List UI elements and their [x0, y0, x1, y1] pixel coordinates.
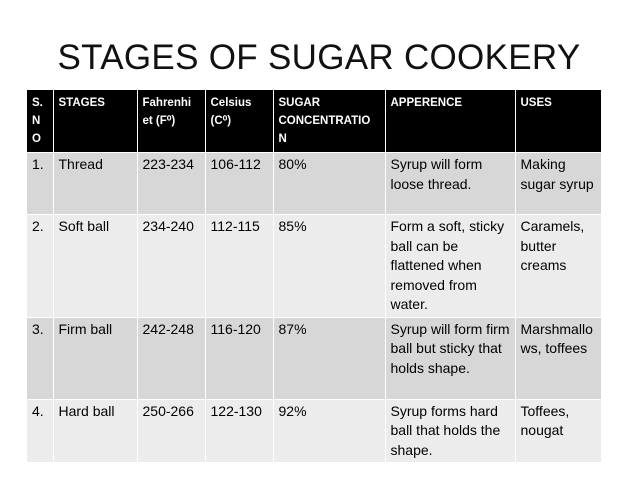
cell-uses: Marshmallows, toffees	[515, 316, 601, 399]
table-row: 2. Soft ball 234-240 112-115 85% Form a …	[27, 214, 601, 317]
header-uses: USES	[515, 90, 601, 153]
cell-appearance: Syrup will form firm ball but sticky tha…	[385, 316, 516, 399]
cell-appearance: Syrup will form loose thread.	[385, 152, 516, 215]
header-sugar-concentration: SUGAR CONCENTRATIO N	[273, 90, 386, 153]
header-fahrenheit: Fahrenhi et (F⁰)	[137, 90, 206, 153]
cell-appearance: Syrup forms hard ball that holds the sha…	[385, 398, 516, 462]
cell-sno: 1.	[27, 152, 54, 215]
cell-stage: Soft ball	[53, 214, 138, 317]
cell-celsius: 106-112	[205, 152, 274, 215]
header-stages: STAGES	[53, 90, 138, 153]
cell-fahrenheit: 234-240	[137, 214, 206, 317]
table-row: 1. Thread 223-234 106-112 80% Syrup will…	[27, 152, 601, 215]
cell-fahrenheit: 223-234	[137, 152, 206, 215]
table-header-row: S. N O STAGES Fahrenhi et (F⁰) Celsius (…	[27, 90, 601, 153]
cell-celsius: 122-130	[205, 398, 274, 462]
header-celsius: Celsius (C⁰)	[205, 90, 274, 153]
cell-stage: Firm ball	[53, 316, 138, 399]
cell-celsius: 112-115	[205, 214, 274, 317]
cell-stage: Hard ball	[53, 398, 138, 462]
table-row: 3. Firm ball 242-248 116-120 87% Syrup w…	[27, 316, 601, 399]
page-title: STAGES OF SUGAR COOKERY	[57, 38, 581, 77]
cell-uses: Caramels, butter creams	[515, 214, 601, 317]
cell-sno: 2.	[27, 214, 54, 317]
cell-sno: 3.	[27, 316, 54, 399]
cell-fahrenheit: 242-248	[137, 316, 206, 399]
sugar-stages-table: S. N O STAGES Fahrenhi et (F⁰) Celsius (…	[27, 90, 601, 462]
cell-uses: Toffees, nougat	[515, 398, 601, 462]
cell-sno: 4.	[27, 398, 54, 462]
cell-sugar-concentration: 92%	[273, 398, 386, 462]
header-sno: S. N O	[27, 90, 54, 153]
cell-sugar-concentration: 87%	[273, 316, 386, 399]
cell-celsius: 116-120	[205, 316, 274, 399]
cell-stage: Thread	[53, 152, 138, 215]
cell-sugar-concentration: 85%	[273, 214, 386, 317]
table-row: 4. Hard ball 250-266 122-130 92% Syrup f…	[27, 398, 601, 462]
cell-uses: Making sugar syrup	[515, 152, 601, 215]
header-appearance: APPERENCE	[385, 90, 516, 153]
cell-sugar-concentration: 80%	[273, 152, 386, 215]
cell-appearance: Form a soft, sticky ball can be flattene…	[385, 214, 516, 317]
cell-fahrenheit: 250-266	[137, 398, 206, 462]
